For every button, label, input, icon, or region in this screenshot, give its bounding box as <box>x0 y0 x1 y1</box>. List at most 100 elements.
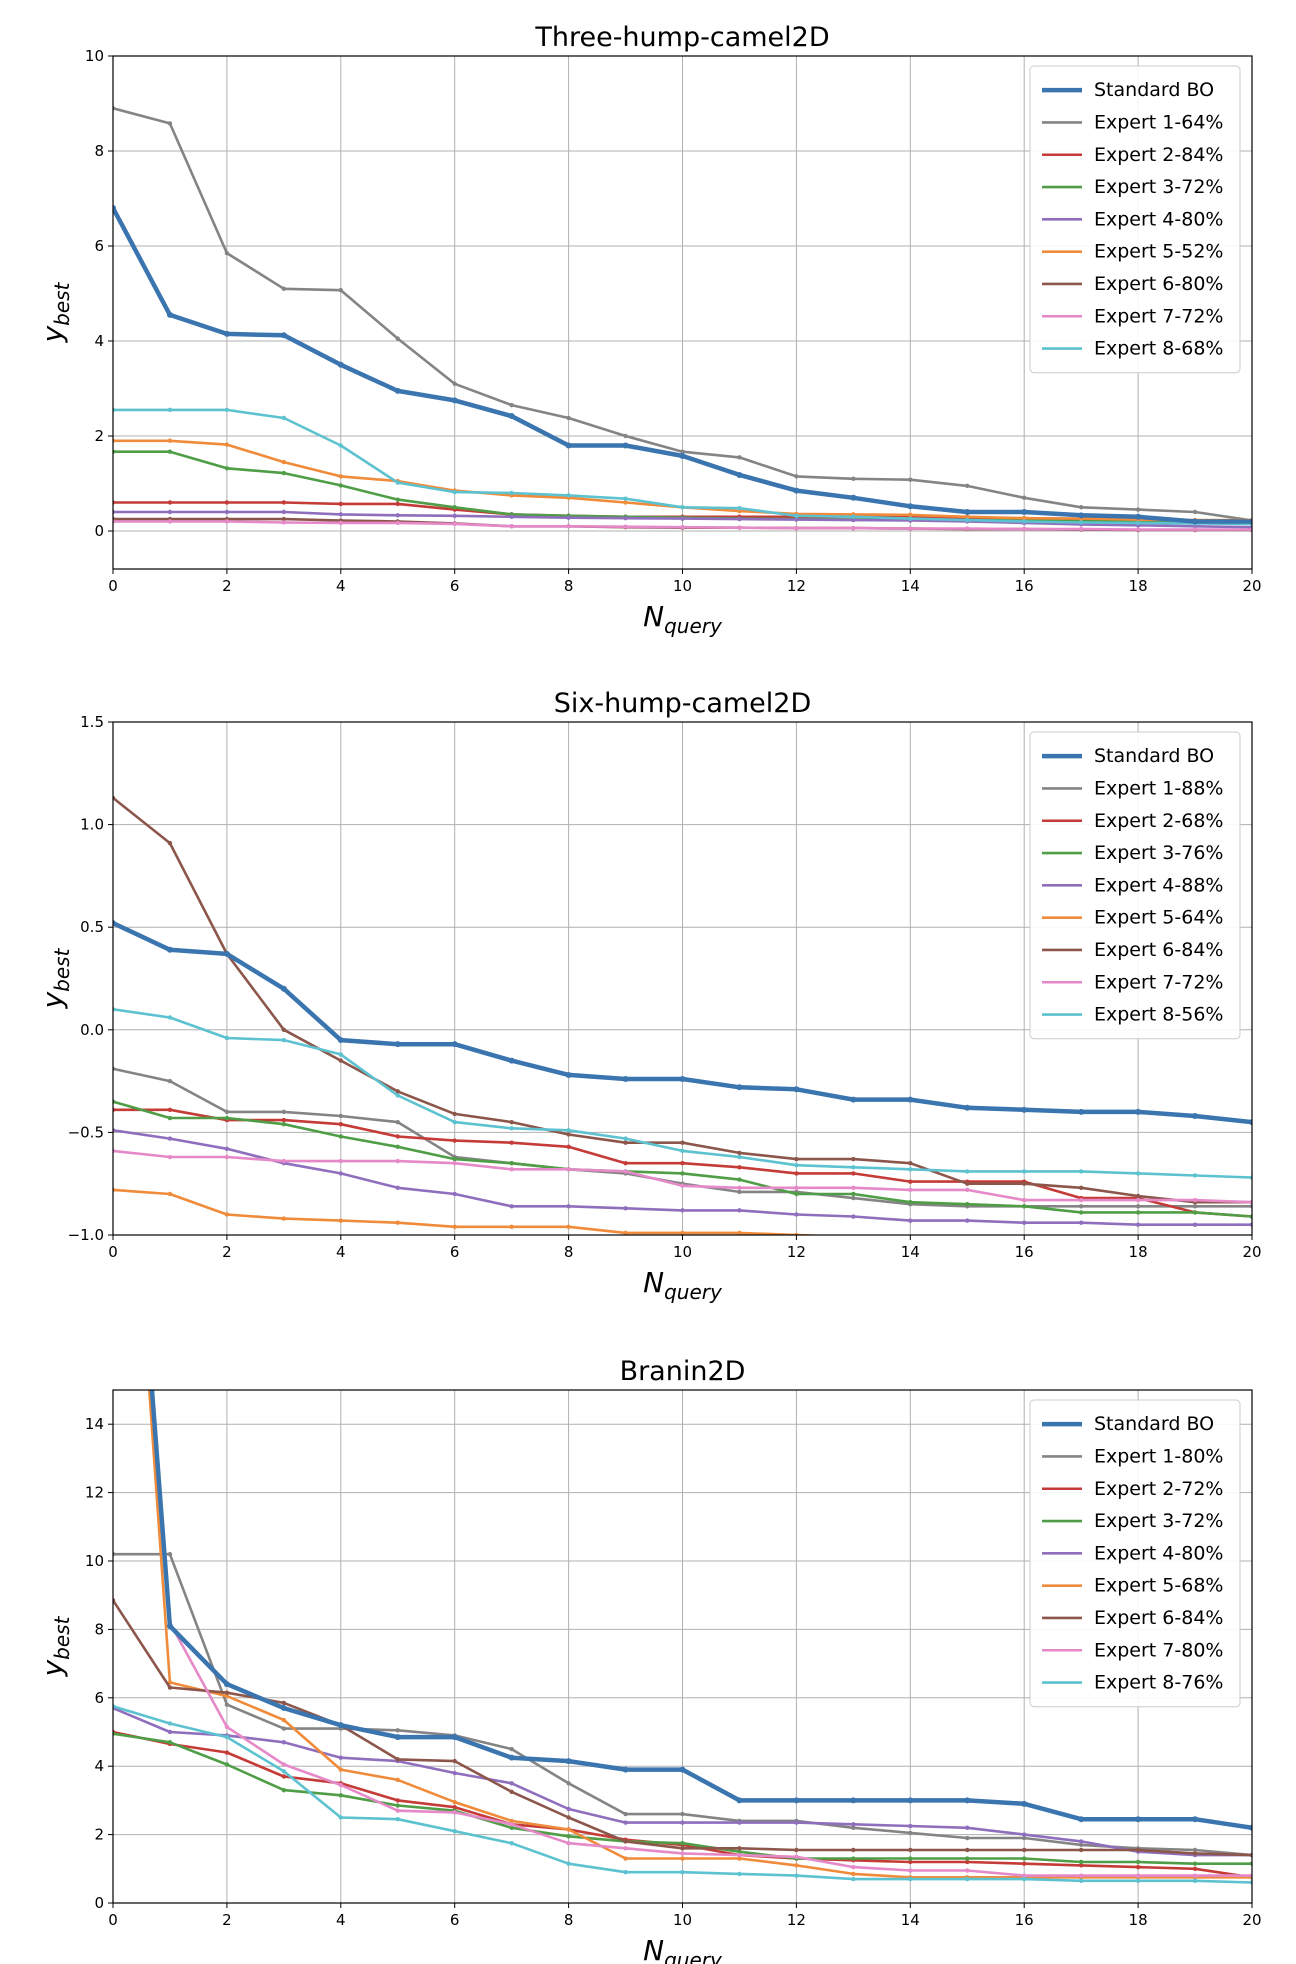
data-point <box>166 1622 173 1629</box>
data-point <box>566 1144 571 1149</box>
data-point <box>395 1089 400 1094</box>
data-point <box>737 525 742 530</box>
data-point <box>337 1722 344 1729</box>
data-point <box>908 526 913 531</box>
data-point <box>224 1154 230 1160</box>
data-point <box>907 1797 914 1804</box>
data-point <box>908 1218 913 1223</box>
data-point <box>622 1766 629 1773</box>
data-point <box>907 503 914 510</box>
data-point <box>908 512 913 518</box>
data-point <box>851 514 856 519</box>
data-point <box>337 1037 344 1044</box>
data-point <box>851 1191 856 1197</box>
data-point <box>281 1700 287 1706</box>
data-point <box>223 950 230 957</box>
data-point <box>794 1820 799 1825</box>
data-point <box>1078 512 1085 519</box>
data-point <box>793 1086 800 1093</box>
legend-label: Expert 6-84% <box>1094 939 1223 961</box>
data-point <box>965 1202 970 1207</box>
series-expert-4-88pct <box>113 1128 1252 1227</box>
x-tick-label: 10 <box>673 577 692 595</box>
data-point <box>1078 1169 1084 1174</box>
y-tick-label: 4 <box>94 1757 104 1775</box>
data-point <box>965 1169 970 1174</box>
legend-item-expert-3-76pct: Expert 3-76% <box>1042 842 1223 864</box>
legend-label: Expert 5-64% <box>1094 907 1223 929</box>
legend-label: Expert 8-68% <box>1094 338 1223 360</box>
series-standard-bo <box>113 205 1252 525</box>
data-point <box>737 1189 742 1195</box>
data-point <box>964 1797 971 1804</box>
data-point <box>1021 515 1027 521</box>
data-point <box>167 500 173 505</box>
data-point <box>395 480 400 485</box>
data-point <box>1078 1839 1084 1844</box>
data-point <box>224 407 230 413</box>
series-expert-6-84pct <box>113 1598 1252 1858</box>
series-standard-bo <box>113 920 1252 1126</box>
data-point <box>338 1755 343 1760</box>
data-point <box>167 1191 173 1197</box>
data-point <box>509 1822 514 1827</box>
data-point <box>394 1734 401 1741</box>
data-point <box>223 1681 230 1688</box>
x-tick-label: 6 <box>450 1911 460 1929</box>
data-point <box>623 1206 628 1211</box>
data-point <box>337 361 344 368</box>
legend: Standard BO Expert 1-64% Expert 2-84% Exper… <box>1029 65 1241 374</box>
legend-label: Expert 3-72% <box>1094 1510 1223 1532</box>
x-tick-label: 14 <box>901 1911 920 1929</box>
data-point <box>167 1078 173 1084</box>
data-point <box>680 1160 685 1166</box>
legend-item-expert-4-80pct: Expert 4-80% <box>1042 1542 1223 1564</box>
data-point <box>224 1146 230 1152</box>
data-point <box>224 1734 230 1740</box>
data-point <box>1021 1832 1027 1837</box>
data-point <box>965 1218 970 1223</box>
data-point <box>1135 513 1142 520</box>
data-point <box>224 1762 230 1767</box>
data-point <box>623 1870 628 1875</box>
data-point <box>680 1856 685 1861</box>
data-point <box>794 1863 799 1868</box>
legend-item-expert-2-72pct: Expert 2-72% <box>1042 1478 1223 1500</box>
data-point <box>224 1693 230 1699</box>
data-point <box>395 1728 400 1733</box>
data-point <box>452 1770 457 1776</box>
data-point <box>281 1787 287 1793</box>
data-point <box>338 512 343 517</box>
data-point <box>338 520 343 526</box>
y-axis-label: ybest <box>36 947 74 1009</box>
data-point <box>1193 1237 1197 1241</box>
data-point <box>167 519 173 524</box>
data-point <box>1078 1816 1085 1823</box>
legend-item-expert-1-80pct: Expert 1-80% <box>1042 1445 1223 1467</box>
data-point <box>1078 526 1084 532</box>
data-point <box>908 1199 913 1205</box>
data-point <box>794 1185 799 1191</box>
legend-label: Expert 2-84% <box>1094 144 1223 166</box>
data-point <box>281 1769 287 1774</box>
x-tick-label: 14 <box>901 1243 920 1261</box>
data-point <box>851 1825 856 1830</box>
data-point <box>1135 520 1141 526</box>
x-axis-label-main: N <box>643 1266 664 1299</box>
x-axis-label: Nquery <box>643 1934 723 1964</box>
legend-item-expert-6-80pct: Expert 6-80% <box>1042 273 1223 295</box>
data-point <box>1079 1237 1083 1241</box>
data-point <box>736 1797 743 1804</box>
data-point <box>224 1690 230 1695</box>
data-point <box>167 1685 173 1690</box>
data-point <box>509 1825 514 1830</box>
legend-item-expert-5-68pct: Expert 5-68% <box>1042 1575 1223 1597</box>
x-tick-label: 12 <box>787 1911 806 1929</box>
data-point <box>566 415 571 421</box>
data-point <box>167 1551 173 1557</box>
data-point <box>452 1191 457 1197</box>
y-tick-label: 10 <box>85 47 104 65</box>
x-tick-label: 16 <box>1015 577 1034 595</box>
data-point <box>338 1058 343 1063</box>
legend-label: Expert 8-76% <box>1094 1672 1223 1694</box>
